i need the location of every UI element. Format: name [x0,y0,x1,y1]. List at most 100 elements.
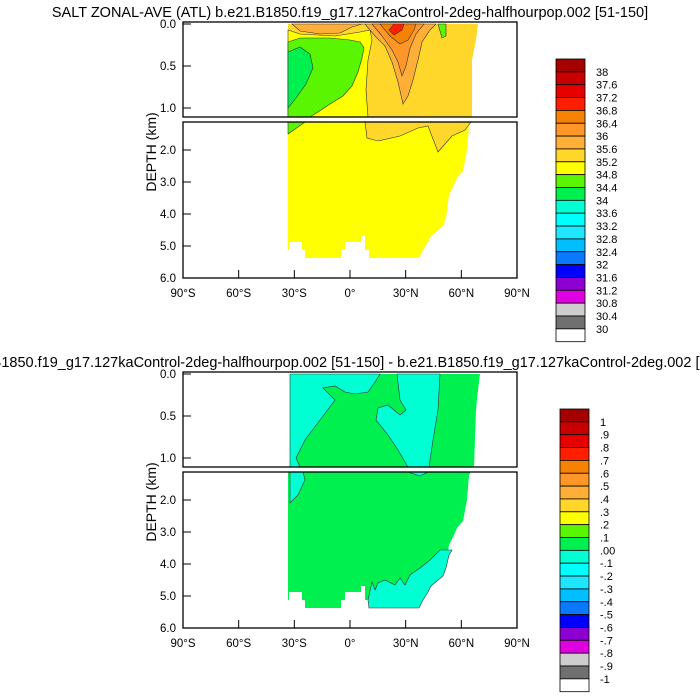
colorbar-label: .9 [600,430,609,442]
colorbar-swatch [555,212,586,227]
colorbar-swatch [559,627,590,641]
colorbar-swatch [559,485,590,500]
colorbar-label: 1 [600,417,606,429]
colorbar-label: -.7 [600,635,613,647]
colorbar-label: 36.8 [596,105,617,117]
colorbar-swatch [555,315,586,330]
colorbar-label: -.4 [600,597,613,609]
y-tick-label: 4.0 [160,209,176,221]
y-tick-label: 4.0 [160,559,176,571]
colorbar-label: 35.2 [596,157,617,169]
y-tick-label: 5.0 [160,591,176,603]
x-tick-label: 0° [345,638,356,650]
colorbar-label: .5 [600,481,609,493]
colorbar-swatch [555,161,586,176]
x-tick-label: 60°N [448,288,474,300]
upper-plot-frame [182,371,518,468]
colorbar-swatch [559,421,590,436]
colorbar-label: 35.6 [596,144,617,156]
colorbar-label: -1 [600,674,610,686]
colorbar-swatch [555,174,586,188]
x-tick-label: 60°N [448,638,474,650]
colorbar-label: 36.4 [596,118,617,130]
colorbar-label: 32 [596,260,608,272]
x-tick-label: 0° [345,288,356,300]
y-tick-label: 2.0 [160,495,176,507]
colorbar-label: -.1 [600,558,613,570]
colorbar-label: 34.4 [596,183,617,195]
colorbar-swatch [555,238,586,253]
colorbar-label: .00 [600,545,615,557]
x-tick-label: 90°N [504,638,530,650]
colorbar-swatch [559,524,590,538]
x-tick-label: 60°S [226,638,251,650]
y-tick-label: 0.0 [160,19,176,31]
colorbar-swatch [555,328,586,343]
colorbar-label: 38 [596,67,608,79]
x-tick-label: 90°S [170,288,195,300]
colorbar-label: 34 [596,195,608,207]
colorbar-swatch [559,665,590,680]
colorbar-swatch [555,264,586,278]
colorbar-swatch [559,460,590,474]
colorbar-label: 32.8 [596,234,617,246]
y-tick-label: 6.0 [160,273,176,285]
colorbar-label: 30.8 [596,298,617,310]
y-tick-label: 5.0 [160,241,176,253]
salt-34.0-34.4-region [287,46,314,109]
colorbar-label: .7 [600,455,609,467]
upper-plot-frame [182,21,518,118]
colorbar-swatch [555,122,586,137]
x-tick-label: 30°N [393,288,419,300]
y-tick-label: 3.0 [160,527,176,539]
colorbar-label: .3 [600,507,609,519]
colorbar-swatch [555,135,586,150]
y-tick-label: 6.0 [160,623,176,635]
y-tick-label: 0.5 [160,61,176,73]
colorbar-label: -.2 [600,571,613,583]
colorbar-label: 37.6 [596,80,617,92]
y-axis-label: DEPTH (km) [143,112,159,191]
diff-neg0.1-0.0-region-north [375,373,441,468]
colorbar-label: 37.2 [596,93,617,105]
colorbar-label: -.3 [600,584,613,596]
x-tick-label: 30°N [393,638,419,650]
colorbar-swatch [555,97,586,111]
colorbar-swatch [559,472,590,487]
salt-36.4-36.8-region [379,23,417,45]
colorbar-label: 32.4 [596,247,617,259]
colorbar-swatch [555,58,586,73]
colorbar-swatch [555,251,586,266]
colorbar-label: -.6 [600,622,613,634]
colorbar-swatch [555,148,586,163]
colorbar-swatch [555,187,586,201]
contour-fill [288,373,480,609]
colorbar-swatch [559,639,590,654]
colorbar-swatch [555,289,586,304]
salt-lower-base-region [288,122,471,258]
colorbar-label: 31.6 [596,272,617,284]
y-axis-label: DEPTH (km) [143,462,159,541]
x-tick-label: 60°S [226,288,251,300]
colorbar-label: .1 [600,533,609,545]
x-tick-label: 30°S [282,638,307,650]
colorbar-label: .6 [600,468,609,480]
colorbar-swatch [559,434,590,448]
colorbar-swatch [555,302,586,317]
colorbar-label: .8 [600,443,609,455]
y-tick-label: 0.5 [160,411,176,423]
salt-36.8-37.2-region [388,23,405,36]
diff-neg0.1-0.0-region-west [289,373,381,468]
colorbar-swatch [559,614,590,628]
diff-lower-neg-deep [367,549,453,609]
colorbar-swatch [559,549,590,564]
colorbar-label: 33.6 [596,208,617,220]
panel-1: SALT ZONAL-AVE (ATL) b.e21.B1850.f19_g17… [52,5,648,343]
colorbar-swatch [555,277,586,291]
chart-title: b.e21.B1850.f19_g17.127kaControl-2deg-ha… [0,355,700,371]
colorbar-label: 30.4 [596,311,617,323]
colorbar-swatch [559,652,590,667]
contour-fill [287,23,478,258]
salt-lower-35.2-35.6-region [364,121,472,153]
